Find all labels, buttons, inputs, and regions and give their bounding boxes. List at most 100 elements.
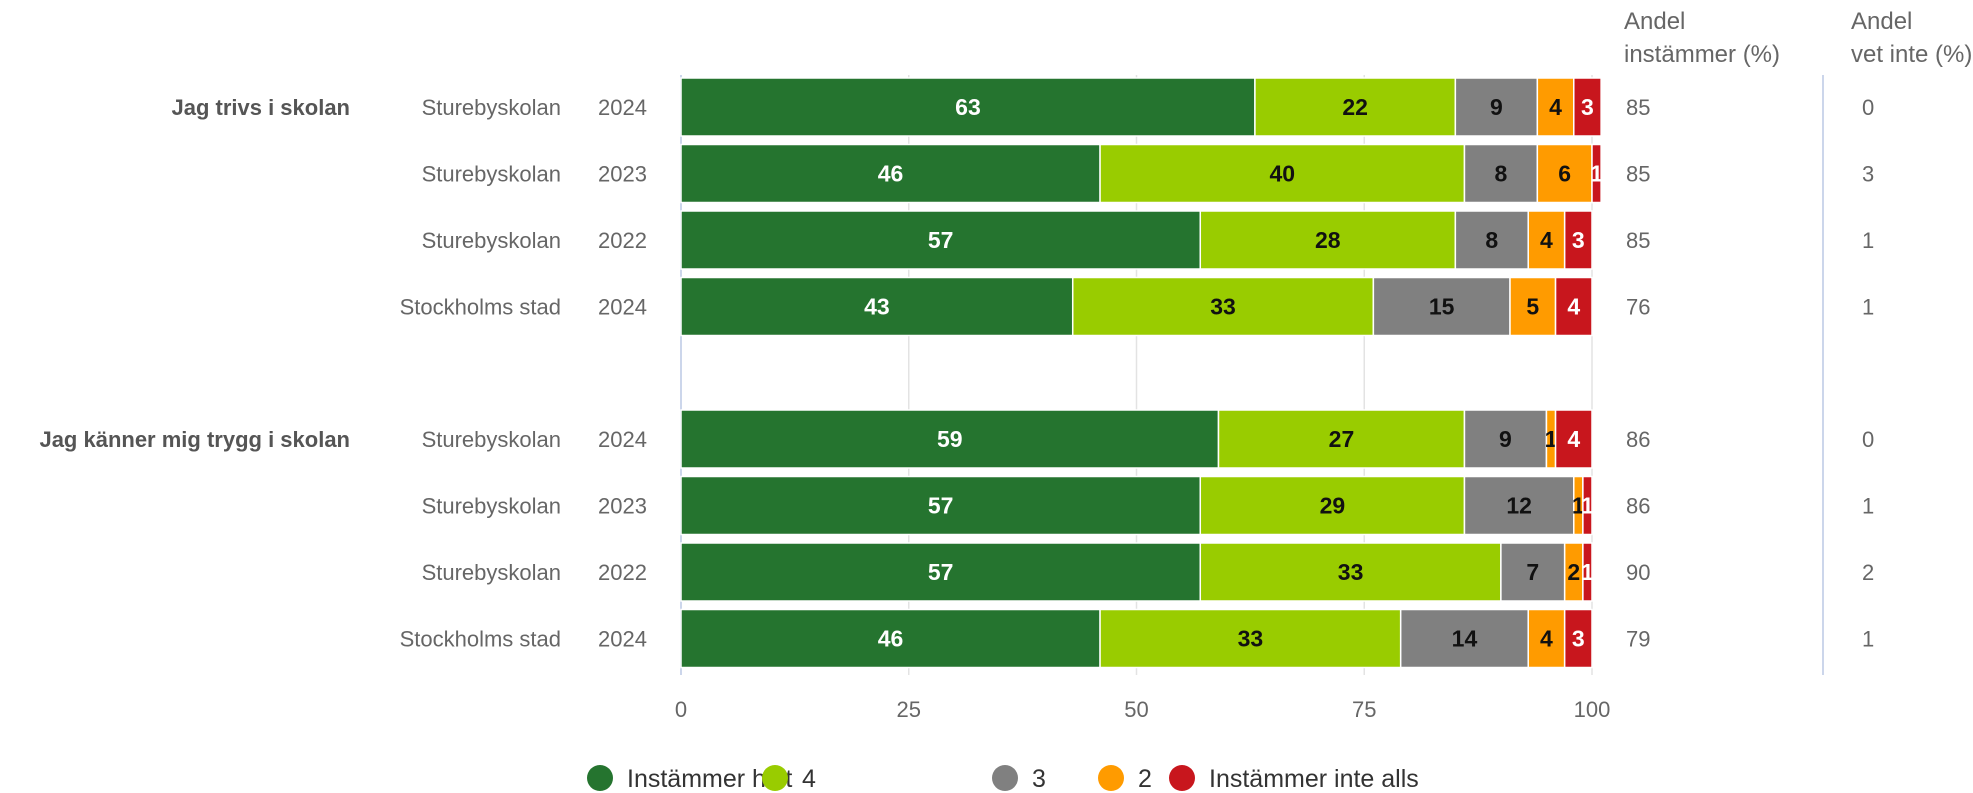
data-label: 57	[928, 493, 954, 519]
data-label: 57	[928, 227, 954, 253]
legend-marker	[1169, 765, 1195, 791]
bar-segment	[1099, 608, 1402, 669]
category-year-label: 2023	[598, 162, 647, 187]
category-unit-label: Sturebyskolan	[422, 228, 561, 253]
data-label: 8	[1495, 161, 1508, 187]
agree-share-value: 90	[1626, 560, 1650, 585]
legend-marker	[1098, 765, 1124, 791]
dontknow-share-value: 1	[1862, 627, 1874, 652]
data-label: 22	[1342, 94, 1368, 120]
data-label: 1	[1590, 161, 1603, 187]
data-label: 43	[864, 294, 890, 320]
data-label: 2	[1567, 559, 1580, 585]
bar-segment	[680, 143, 1101, 204]
bar-segment	[1582, 475, 1593, 536]
data-label: 59	[937, 426, 963, 452]
bar-segment	[1071, 276, 1375, 337]
x-tick-label: 100	[1574, 697, 1611, 722]
column-header: Andel	[1624, 8, 1685, 35]
data-label: 46	[878, 161, 904, 187]
data-label: 1	[1581, 559, 1594, 585]
bar-segment	[1254, 77, 1457, 137]
column-header: vet inte (%)	[1851, 41, 1972, 68]
category-unit-label: Sturebyskolan	[422, 560, 561, 585]
data-label: 4	[1549, 94, 1562, 120]
legend-label: 3	[1032, 765, 1046, 793]
bar-segment	[1509, 276, 1557, 337]
agree-share-value: 85	[1626, 162, 1650, 187]
bar-segment	[1217, 409, 1466, 469]
legend-marker	[587, 765, 613, 791]
bar-segment	[1554, 276, 1593, 337]
dontknow-share-value: 1	[1862, 494, 1874, 519]
agree-share-value: 79	[1626, 627, 1650, 652]
category-year-label: 2023	[598, 494, 647, 519]
data-label: 29	[1320, 493, 1346, 519]
category-unit-label: Sturebyskolan	[422, 95, 561, 120]
dontknow-share-value: 0	[1862, 427, 1874, 452]
bar-segment	[1563, 210, 1593, 270]
category-unit-label: Sturebyskolan	[422, 162, 561, 187]
data-label: 33	[1238, 626, 1264, 652]
agree-share-value: 85	[1626, 95, 1650, 120]
data-label: 5	[1526, 294, 1539, 320]
data-label: 57	[928, 559, 954, 585]
data-label: 9	[1490, 94, 1503, 120]
bar-segment	[1563, 608, 1593, 669]
legend-marker	[992, 765, 1018, 791]
agree-share-value: 76	[1626, 295, 1650, 320]
bar-segment	[1573, 77, 1602, 137]
column-header: Andel	[1851, 8, 1912, 35]
category-year-label: 2024	[598, 627, 647, 652]
data-label: 7	[1526, 559, 1539, 585]
x-tick-label: 75	[1352, 697, 1376, 722]
dontknow-share-value: 0	[1862, 95, 1874, 120]
column-header: instämmer (%)	[1624, 41, 1780, 68]
data-label: 8	[1485, 227, 1498, 253]
bar-segment	[1454, 210, 1529, 270]
bar-segment	[1536, 77, 1575, 137]
data-label: 4	[1540, 626, 1553, 652]
data-label: 4	[1567, 426, 1580, 452]
bar-segment	[680, 475, 1202, 536]
bar-segment	[1199, 542, 1502, 602]
data-label: 3	[1572, 227, 1585, 253]
data-label: 3	[1572, 626, 1585, 652]
data-label: 9	[1499, 426, 1512, 452]
bar-segment	[1372, 276, 1511, 337]
legend-label: 2	[1138, 765, 1152, 793]
agree-share-value: 85	[1626, 228, 1650, 253]
category-year-label: 2022	[598, 560, 647, 585]
data-label: 14	[1452, 626, 1478, 652]
bar-segment	[1527, 608, 1566, 669]
bar-segment	[1399, 608, 1529, 669]
bar-segment	[680, 77, 1256, 137]
data-label: 4	[1540, 227, 1553, 253]
data-label: 6	[1558, 161, 1571, 187]
data-label: 1	[1545, 426, 1558, 452]
dontknow-share-value: 1	[1862, 295, 1874, 320]
data-label: 27	[1329, 426, 1355, 452]
dontknow-share-value: 3	[1862, 162, 1874, 187]
legend-marker	[762, 765, 788, 791]
bar-segment	[1582, 542, 1593, 602]
bar-segment	[680, 409, 1220, 469]
category-unit-label: Stockholms stad	[400, 627, 561, 652]
agree-share-value: 86	[1626, 494, 1650, 519]
bar-segment	[680, 608, 1101, 669]
data-label: 3	[1581, 94, 1594, 120]
category-year-label: 2022	[598, 228, 647, 253]
data-label: 33	[1338, 559, 1364, 585]
data-label: 4	[1567, 294, 1580, 320]
category-unit-label: Stockholms stad	[400, 295, 561, 320]
data-label: 15	[1429, 294, 1455, 320]
bar-segment	[680, 542, 1202, 602]
question-label: Jag trivs i skolan	[171, 95, 350, 120]
legend-label: Instämmer inte alls	[1209, 765, 1419, 793]
category-year-label: 2024	[598, 427, 647, 452]
bar-segment	[1536, 143, 1593, 204]
category-unit-label: Sturebyskolan	[422, 427, 561, 452]
agree-share-value: 86	[1626, 427, 1650, 452]
category-year-label: 2024	[598, 295, 647, 320]
